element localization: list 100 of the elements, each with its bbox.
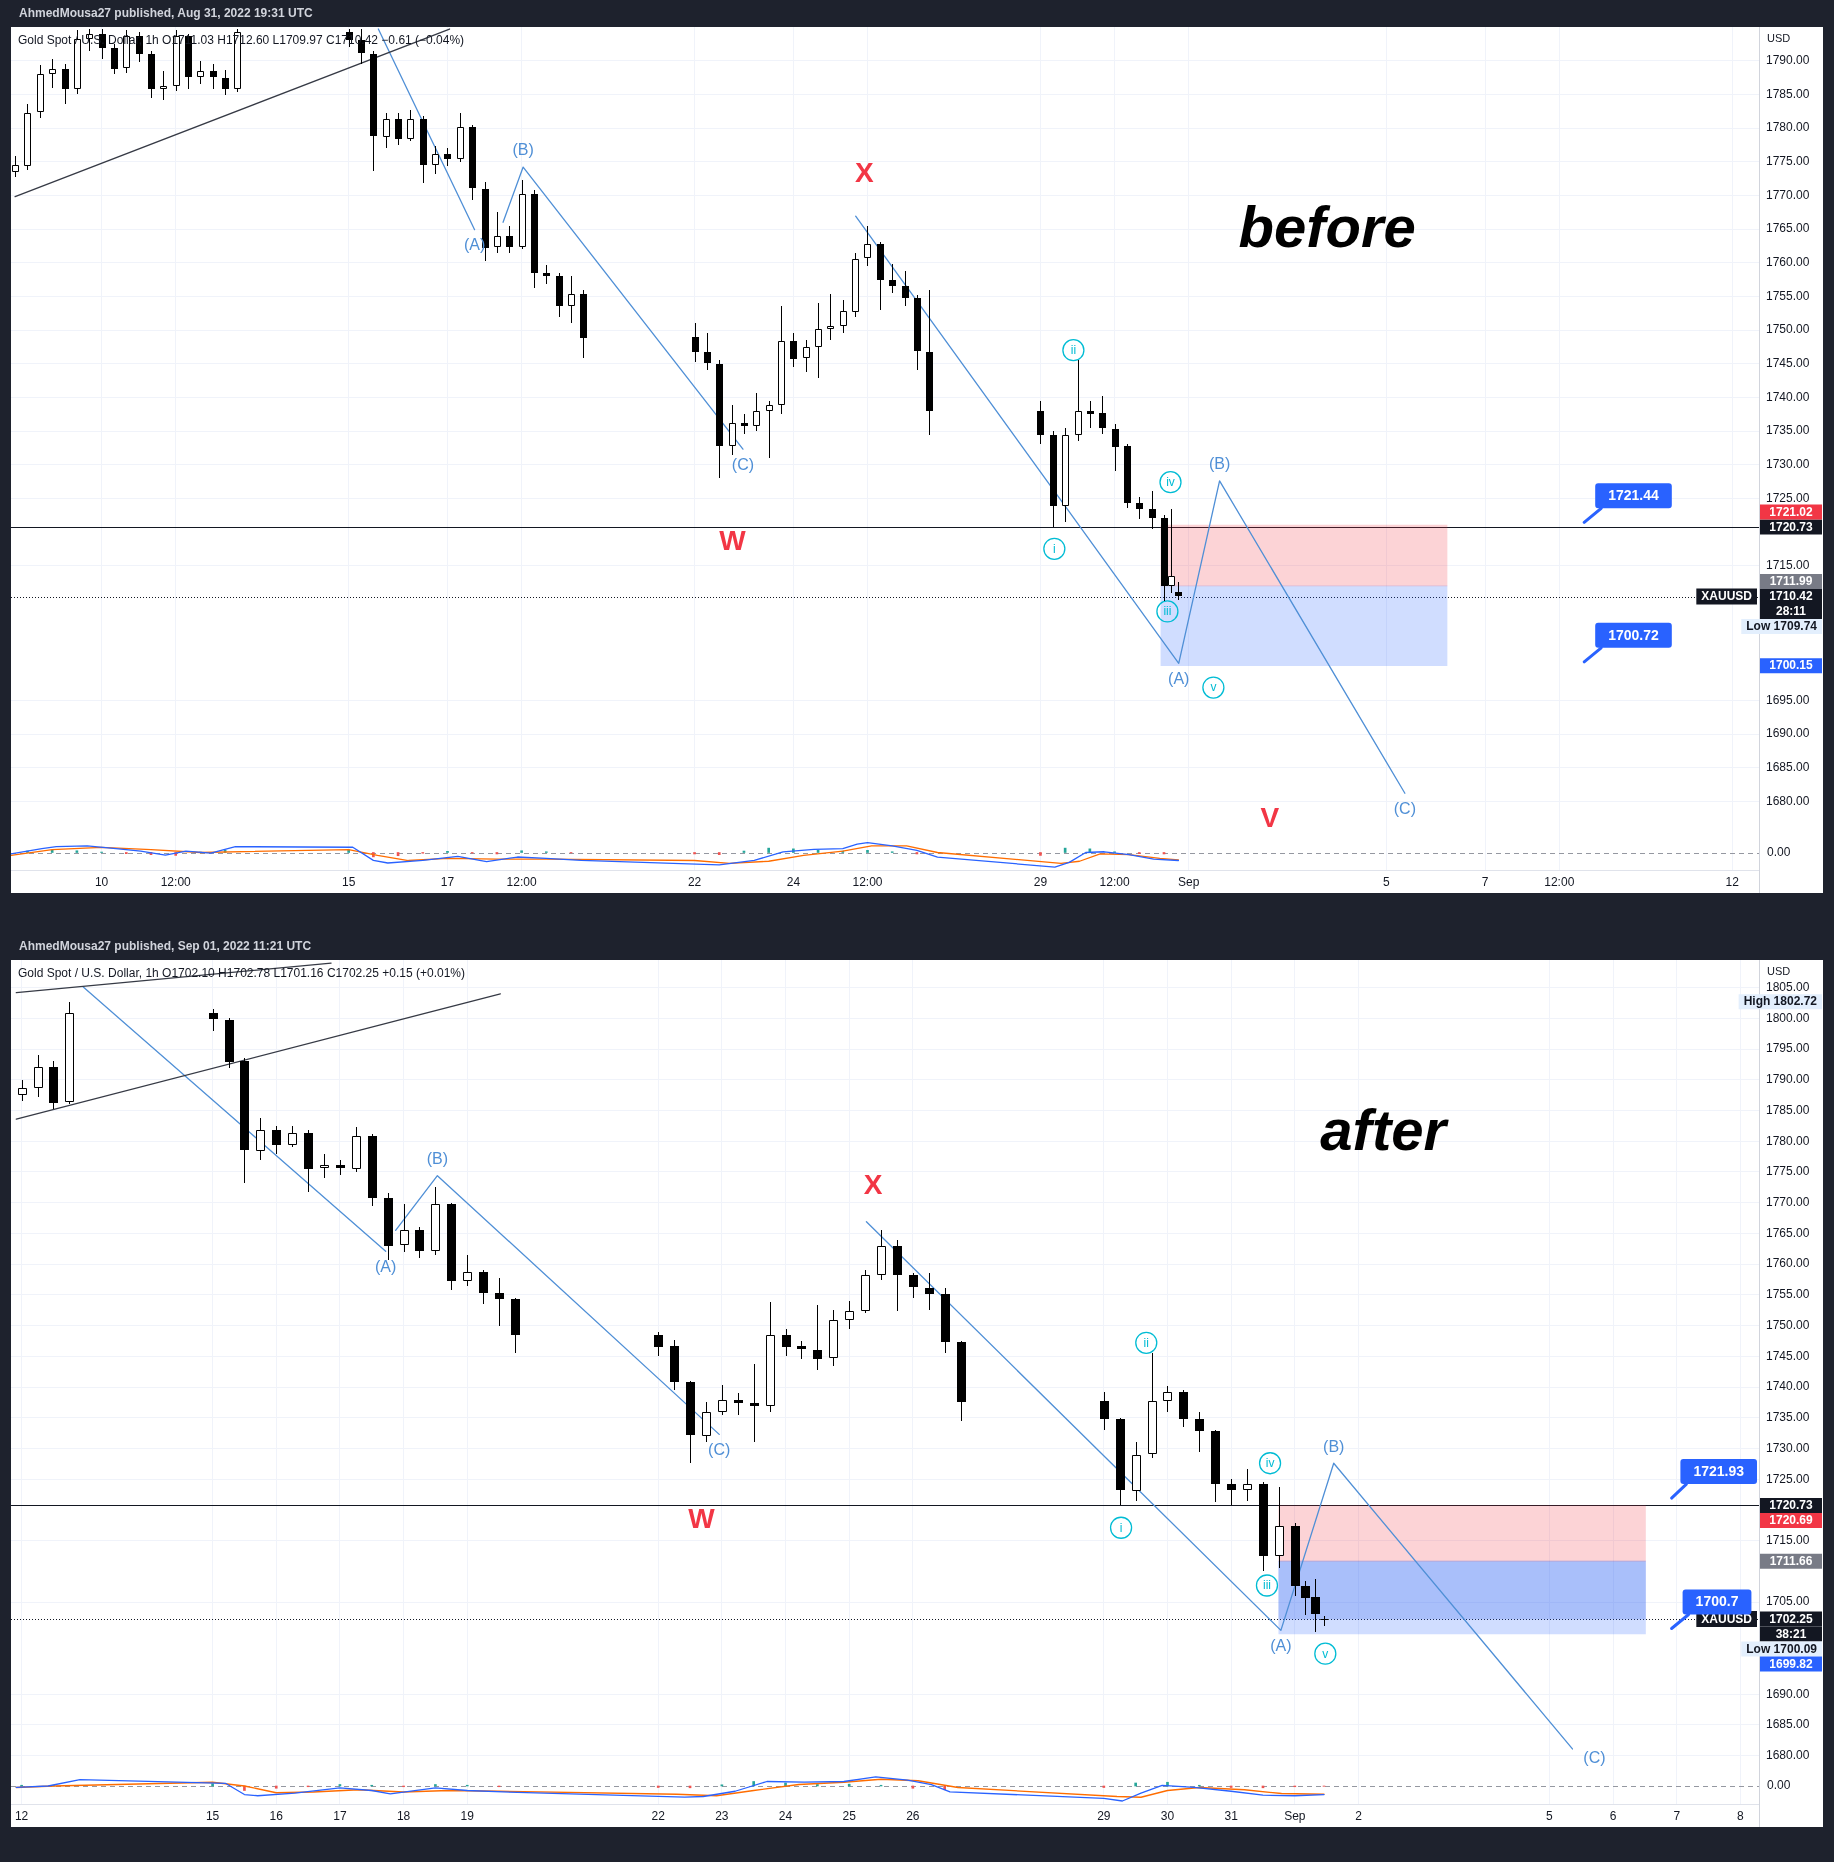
data-label: iii: [1262, 1578, 1271, 1593]
y-tick-label: 1785.00: [1766, 86, 1810, 101]
x-tick-label: 18: [396, 1808, 411, 1823]
y-tick-label: 1730.00: [1766, 456, 1810, 471]
y-tick-label: 1735.00: [1766, 1410, 1810, 1425]
ref-line-label: 0.00: [1767, 1778, 1791, 1793]
data-label: (A): [1270, 1636, 1292, 1654]
y-tick-label: 1785.00: [1766, 1102, 1810, 1117]
y-tick-label: 1790.00: [1766, 1072, 1810, 1087]
x-tick-label: 29: [1033, 874, 1048, 889]
x-tick-label: 6: [1609, 1808, 1617, 1823]
data-label: i: [1053, 541, 1056, 556]
text: AhmedMousa27 published, Sep 01, 2022 11:21 UTC: [19, 939, 312, 954]
y-tick-label: 1770.00: [1766, 1195, 1810, 1210]
x-tick-label: 15: [341, 874, 356, 889]
data-label: (B): [512, 141, 534, 159]
x-tick-label: 16: [269, 1808, 284, 1823]
data-label: iii: [1163, 604, 1172, 619]
x-tick-label: 2: [1355, 1808, 1363, 1823]
x-tick-label: 31: [1224, 1808, 1239, 1823]
y-tick-label: 1780.00: [1766, 120, 1810, 135]
data-label: ii: [1143, 1335, 1149, 1350]
data-label: (B): [1208, 455, 1231, 473]
x-tick-label: 12: [14, 1808, 29, 1823]
ref-line-label: 0.00: [1767, 844, 1791, 859]
y-tick-label: 1745.00: [1766, 355, 1810, 370]
text: 1699.82: [1769, 1656, 1814, 1671]
x-tick-label: 15: [205, 1808, 220, 1823]
annotation: Low 1700.09: [1746, 1641, 1818, 1656]
y-tick-label: 1760.00: [1766, 254, 1810, 269]
x-tick-label: 12:00: [1544, 874, 1575, 889]
y-tick-label: 1750.00: [1766, 1317, 1810, 1332]
x-tick-label: 12:00: [160, 874, 192, 889]
data-label: (C): [1583, 1749, 1606, 1767]
text: before: [1238, 193, 1416, 259]
text: 1702.25: [1769, 1611, 1814, 1626]
data-label: (B): [1323, 1437, 1345, 1455]
x-tick-label: 5: [1546, 1808, 1554, 1823]
y-tick-label: 1760.00: [1766, 1256, 1810, 1271]
annotation: High 1802.72: [1743, 994, 1818, 1009]
text: 28:11: [1775, 604, 1807, 619]
x-tick-label: 24: [786, 874, 801, 889]
annotation: W: [688, 1503, 716, 1535]
data-label: (B): [426, 1150, 449, 1168]
y-tick-label: 1745.00: [1766, 1348, 1810, 1363]
x-tick-label: 29: [1097, 1808, 1111, 1823]
data-label: (A): [463, 236, 486, 254]
x-tick-label: Sep: [1284, 1808, 1306, 1823]
y-tick-label: 1740.00: [1766, 389, 1810, 404]
x-tick-label: 12:00: [1099, 874, 1130, 889]
y-tick-label: 1730.00: [1766, 1440, 1810, 1455]
x-tick-label: 26: [906, 1808, 920, 1823]
y-tick-label: 1705.00: [1766, 1594, 1810, 1609]
x-tick-label: 19: [460, 1808, 475, 1823]
x-tick-label: Sep: [1178, 874, 1200, 889]
y-tick-label: 1685.00: [1766, 1717, 1810, 1732]
y-tick-label: 1690.00: [1766, 1686, 1810, 1701]
y-tick-label: 1795.00: [1766, 1041, 1810, 1056]
y-axis-title: USD: [1767, 965, 1791, 978]
annotation: V: [1260, 802, 1280, 834]
x-tick-label: 12:00: [852, 874, 883, 889]
annotation: 1700.72: [1608, 626, 1660, 643]
y-axis-title: USD: [1767, 32, 1791, 45]
y-tick-label: 1780.00: [1766, 1133, 1810, 1148]
y-tick-label: 1680.00: [1766, 793, 1810, 808]
x-tick-label: 23: [715, 1808, 729, 1823]
text: 1720.73: [1769, 519, 1814, 534]
y-tick-label: 1765.00: [1766, 1225, 1810, 1240]
y-tick-label: 1770.00: [1766, 187, 1810, 202]
x-tick-label: 5: [1383, 874, 1390, 889]
x-tick-label: 10: [94, 874, 109, 889]
x-tick-label: 22: [651, 1808, 666, 1823]
y-tick-label: 1680.00: [1766, 1748, 1810, 1763]
y-tick-label: 1715.00: [1766, 1532, 1810, 1547]
data-label: v: [1210, 680, 1217, 695]
y-tick-label: 1725.00: [1766, 1471, 1810, 1486]
x-tick-label: 17: [333, 1808, 347, 1823]
y-tick-label: 1715.00: [1766, 557, 1810, 572]
y-tick-label: 1775.00: [1766, 153, 1810, 168]
data-label: (A): [1168, 669, 1190, 687]
x-tick-label: 25: [842, 1808, 857, 1823]
annotation: X: [855, 156, 875, 188]
text: 1710.42: [1769, 589, 1814, 604]
text: after: [1320, 1096, 1450, 1162]
text: 1720.69: [1769, 1513, 1814, 1528]
x-tick-label: 24: [778, 1808, 793, 1823]
annotation: 1721.44: [1608, 487, 1660, 504]
x-tick-label: 30: [1160, 1808, 1175, 1823]
y-tick-label: 1695.00: [1766, 692, 1810, 707]
text: 1711.99: [1769, 574, 1813, 589]
y-tick-label: 1750.00: [1766, 322, 1810, 337]
data-label: (A): [375, 1257, 397, 1275]
x-tick-label: 12:00: [506, 874, 537, 889]
data-label: (C): [731, 455, 755, 473]
data-label: (C): [1393, 799, 1416, 817]
data-label: iv: [1166, 474, 1175, 489]
y-tick-label: 1725.00: [1766, 490, 1810, 505]
text: 1711.66: [1769, 1553, 1813, 1568]
y-tick-label: 1805.00: [1766, 979, 1810, 994]
data-label: i: [1119, 1520, 1123, 1535]
